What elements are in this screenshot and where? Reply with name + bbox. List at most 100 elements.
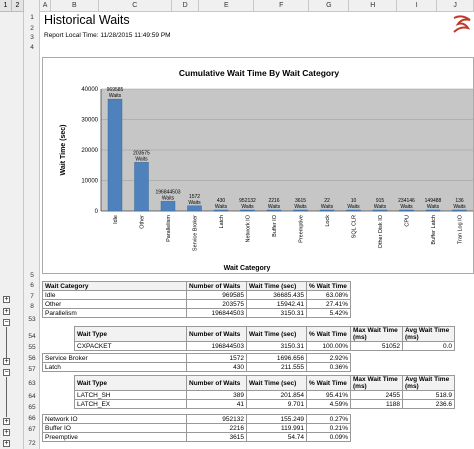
table-row[interactable]: Network IO 952132 155.249 0.27% (42, 414, 351, 424)
collapse-group-button[interactable]: − (3, 369, 10, 376)
row-number[interactable]: 55 (28, 344, 36, 351)
row-number[interactable]: 3 (30, 34, 34, 41)
row-number[interactable]: 8 (30, 303, 34, 310)
table-row[interactable]: Preemptive 3615 54.74 0.09% (42, 432, 351, 442)
avg-cell[interactable]: 236.6 (402, 399, 455, 409)
pct-cell[interactable]: 0.36% (306, 362, 351, 372)
table-row[interactable]: Buffer IO 2216 119.991 0.21% (42, 423, 351, 433)
row-number[interactable]: 5 (30, 272, 34, 279)
waits-cell[interactable]: 203575 (186, 299, 247, 309)
time-cell[interactable]: 9.701 (246, 399, 307, 409)
row-number[interactable]: 65 (28, 404, 36, 411)
time-cell[interactable]: 119.991 (246, 423, 307, 433)
pct-cell[interactable]: 95.41% (306, 390, 351, 400)
pct-cell[interactable]: 4.59% (306, 399, 351, 409)
waits-cell[interactable]: 196844503 (186, 308, 247, 318)
column-header-g[interactable]: G (309, 0, 350, 11)
category-cell[interactable]: Parallelism (42, 308, 187, 318)
pct-cell[interactable]: 0.09% (306, 432, 351, 442)
row-number[interactable]: 72 (28, 440, 36, 447)
expand-group-button[interactable]: + (3, 308, 10, 315)
column-header-h[interactable]: H (349, 0, 398, 11)
waits-cell[interactable]: 952132 (186, 414, 247, 424)
table-row[interactable]: Other 203575 15942.41 27.41% (42, 299, 351, 309)
table-row[interactable]: Service Broker 1572 1696.656 2.92% (42, 353, 351, 363)
row-number[interactable]: 7 (30, 293, 34, 300)
category-cell[interactable]: Service Broker (42, 353, 187, 363)
row-number[interactable]: 66 (28, 415, 36, 422)
row-number[interactable]: 64 (28, 393, 36, 400)
row-number[interactable]: 1 (30, 14, 34, 21)
category-cell[interactable]: Idle (42, 290, 187, 300)
category-cell[interactable]: Network IO (42, 414, 187, 424)
table-row[interactable]: Parallelism 196844503 3150.31 5.42% (42, 308, 351, 318)
column-header-j[interactable]: J (437, 0, 474, 11)
waits-cell[interactable]: 969585 (186, 290, 247, 300)
column-header-f[interactable]: F (254, 0, 310, 11)
column-header-e[interactable]: E (199, 0, 255, 11)
row-number[interactable]: 63 (28, 380, 36, 387)
pct-cell[interactable]: 5.42% (306, 308, 351, 318)
column-header-b[interactable]: B (51, 0, 99, 11)
row-number[interactable]: 6 (30, 282, 34, 289)
waits-cell[interactable]: 2216 (186, 423, 247, 433)
expand-group-button[interactable]: + (3, 429, 10, 436)
expand-group-button[interactable]: + (3, 358, 10, 365)
category-cell[interactable]: Buffer IO (42, 423, 187, 433)
waits-cell[interactable]: 41 (186, 399, 247, 409)
row-number[interactable]: 4 (30, 44, 34, 51)
time-cell[interactable]: 1696.656 (246, 353, 307, 363)
category-cell[interactable]: Latch (42, 362, 187, 372)
row-number[interactable]: 2 (30, 25, 34, 32)
column-header-d[interactable]: D (172, 0, 200, 11)
waits-cell[interactable]: 196844503 (186, 341, 247, 351)
table-row[interactable]: LATCH_EX 41 9.701 4.59% 1188 236.6 (74, 399, 455, 409)
column-header-i[interactable]: I (397, 0, 438, 11)
row-number[interactable]: 57 (28, 366, 36, 373)
pct-cell[interactable]: 100.00% (306, 341, 351, 351)
row-number[interactable]: 54 (28, 333, 36, 340)
table-row[interactable]: LATCH_SH 389 201.854 95.41% 2455 518.9 (74, 390, 455, 400)
max-cell[interactable]: 51052 (350, 341, 403, 351)
time-cell[interactable]: 15942.41 (246, 299, 307, 309)
expand-group-button[interactable]: + (3, 296, 10, 303)
category-cell[interactable]: Other (42, 299, 187, 309)
outline-level-1-button[interactable]: 1 (0, 0, 12, 12)
pct-cell[interactable]: 0.21% (306, 423, 351, 433)
time-cell[interactable]: 3150.31 (246, 341, 307, 351)
time-cell[interactable]: 54.74 (246, 432, 307, 442)
category-cell[interactable]: Preemptive (42, 432, 187, 442)
row-number[interactable]: 67 (28, 426, 36, 433)
pct-cell[interactable]: 63.08% (306, 290, 351, 300)
column-header-a[interactable]: A (40, 0, 52, 11)
pct-cell[interactable]: 0.27% (306, 414, 351, 424)
time-cell[interactable]: 3150.31 (246, 308, 307, 318)
table-row[interactable]: CXPACKET 196844503 3150.31 100.00% 51052… (74, 341, 455, 351)
pct-cell[interactable]: 2.92% (306, 353, 351, 363)
time-cell[interactable]: 211.555 (246, 362, 307, 372)
waits-cell[interactable]: 3615 (186, 432, 247, 442)
time-cell[interactable]: 201.854 (246, 390, 307, 400)
row-number[interactable]: 53 (28, 316, 36, 323)
time-cell[interactable]: 155.249 (246, 414, 307, 424)
pct-cell[interactable]: 27.41% (306, 299, 351, 309)
table-row[interactable]: Idle 969585 36685.435 63.08% (42, 290, 351, 300)
table-row[interactable]: Latch 430 211.555 0.36% (42, 362, 351, 372)
collapse-group-button[interactable]: − (3, 319, 10, 326)
waits-cell[interactable]: 1572 (186, 353, 247, 363)
wait-type-cell[interactable]: LATCH_EX (74, 399, 187, 409)
row-number[interactable]: 56 (28, 355, 36, 362)
wait-type-cell[interactable]: LATCH_SH (74, 390, 187, 400)
avg-cell[interactable]: 0.0 (402, 341, 455, 351)
outline-level-2-button[interactable]: 2 (12, 0, 24, 12)
waits-cell[interactable]: 430 (186, 362, 247, 372)
column-header-c[interactable]: C (99, 0, 172, 11)
expand-group-button[interactable]: + (3, 418, 10, 425)
max-cell[interactable]: 2455 (350, 390, 403, 400)
time-cell[interactable]: 36685.435 (246, 290, 307, 300)
waits-cell[interactable]: 389 (186, 390, 247, 400)
wait-type-cell[interactable]: CXPACKET (74, 341, 187, 351)
avg-cell[interactable]: 518.9 (402, 390, 455, 400)
expand-group-button[interactable]: + (3, 440, 10, 447)
max-cell[interactable]: 1188 (350, 399, 403, 409)
